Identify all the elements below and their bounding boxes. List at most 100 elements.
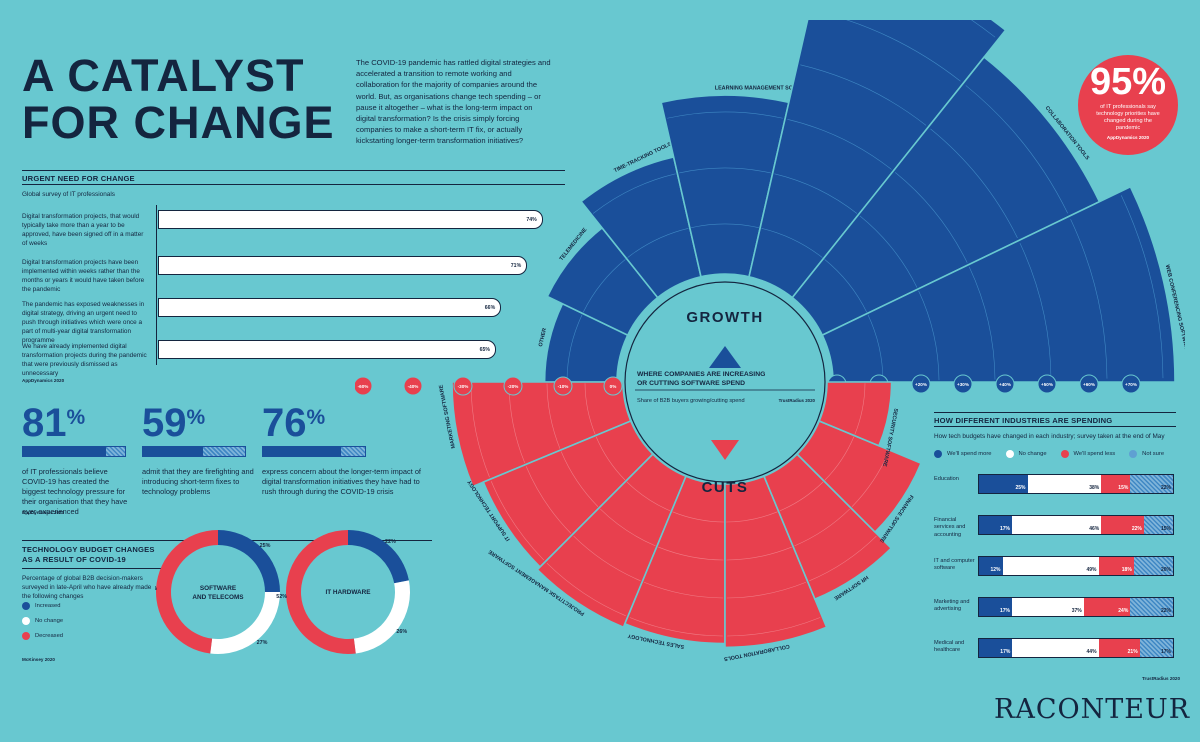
growth-gridline — [566, 314, 583, 381]
segment-not-sure: 22% — [1130, 475, 1173, 493]
title-line-1: A CATALYST — [22, 50, 305, 101]
cuts-tick-bubble — [355, 376, 373, 396]
growth-tick-bubble — [953, 374, 973, 394]
segment-value: 17% — [999, 526, 1010, 532]
urgent-bar-value: 74% — [526, 217, 537, 223]
segment-no-change: 46% — [1011, 516, 1102, 534]
growth-gridline — [859, 215, 918, 288]
legend-label: Not sure — [1142, 451, 1165, 457]
legend-dot-blue — [934, 450, 942, 458]
growth-gridline — [1120, 195, 1164, 379]
segment-value: 22% — [1160, 485, 1171, 491]
cuts-gridline — [658, 546, 724, 561]
donut-slice-software-telecoms — [210, 592, 280, 654]
segment-value: 18% — [1121, 567, 1132, 573]
industry-label: IT and computer software — [934, 558, 975, 572]
cuts-gridline — [851, 451, 890, 507]
stat-bar-fill — [23, 447, 106, 456]
cuts-tick-bubble — [403, 376, 423, 396]
segment-value: 17% — [1160, 649, 1171, 655]
segment-not-sure: 17% — [1139, 639, 1173, 657]
segment-spend-more: 17% — [979, 516, 1012, 534]
segment-value: 20% — [1160, 567, 1171, 573]
stat-value: 81% — [22, 398, 134, 443]
segment-spend-less: 21% — [1098, 639, 1140, 657]
budget-heading-line-2: AS A RESULT OF COVID-19 — [22, 555, 126, 564]
industries-rule-2 — [934, 426, 1176, 427]
growth-category-label: OTHER — [538, 328, 548, 348]
segment-not-sure: 20% — [1133, 557, 1173, 575]
growth-gridline — [679, 167, 771, 174]
urgent-bar: 65% — [158, 340, 496, 359]
cuts-gridline — [560, 451, 599, 507]
stat-bar-fill — [263, 447, 341, 456]
growth-tick-bubble — [995, 374, 1015, 394]
cuts-gridline — [626, 481, 671, 512]
growth-gridline — [1019, 242, 1052, 380]
segment-value: 22% — [1131, 526, 1142, 532]
industry-label: Medical and healthcare — [934, 640, 965, 654]
urgent-bar-value: 65% — [479, 347, 490, 353]
legend-dot-white — [22, 617, 30, 625]
budget-heading: TECHNOLOGY BUDGET CHANGES AS A RESULT OF… — [22, 545, 155, 565]
urgent-subheading: Global survey of IT professionals — [22, 191, 115, 198]
donut-slice-label: 27% — [257, 640, 268, 646]
segment-spend-more: 25% — [979, 475, 1028, 493]
growth-gridline — [824, 259, 868, 313]
legend-label: Decreased — [35, 633, 64, 639]
segment-no-change: 49% — [1002, 557, 1099, 575]
growth-tick-label: +20% — [915, 382, 927, 387]
legend-not-sure: Not sure — [1129, 450, 1164, 458]
stat-text: of IT professionals believe COVID-19 has… — [22, 467, 128, 516]
donut-slice-label: 48% — [155, 586, 157, 592]
segment-value: 17% — [1000, 649, 1011, 655]
budget-legend: Increased No change Decreased — [22, 602, 63, 640]
cuts-gridline — [595, 436, 626, 481]
donut-slice-software-telecoms — [155, 530, 218, 654]
segment-spend-more: 17% — [979, 598, 1012, 616]
cuts-tick-bubble — [503, 376, 523, 396]
cuts-gridline — [854, 383, 866, 435]
growth-gridline — [627, 227, 689, 258]
growth-title: GROWTH — [686, 309, 763, 326]
segment-spend-more: 12% — [979, 557, 1003, 575]
industries-legend: We'll spend more No change We'll spend l… — [934, 450, 1164, 458]
stat-block: 59% admit that they are firefighting and … — [142, 398, 254, 497]
urgent-rule-2 — [22, 184, 565, 185]
segment-value: 24% — [1118, 608, 1129, 614]
cuts-gridline — [779, 481, 824, 512]
growth-tick-bubble — [911, 374, 931, 394]
raconteur-logo: RACONTEUR — [994, 694, 1191, 725]
urgent-source: AppDynamics 2020 — [22, 378, 65, 383]
urgent-bar: 71% — [158, 256, 528, 275]
cuts-wedge — [451, 381, 632, 488]
cuts-tick-label: -40% — [408, 384, 419, 389]
cuts-gridline — [490, 481, 545, 561]
segment-value: 22% — [1160, 608, 1171, 614]
budget-heading-line-1: TECHNOLOGY BUDGET CHANGES — [22, 545, 155, 554]
legend-label: Increased — [35, 603, 61, 609]
cuts-gridline — [525, 466, 572, 534]
growth-category-label: LEARNING MANAGEMENT SOFTWARE — [715, 85, 816, 91]
industry-bar: 17% 44% 21% 17% — [978, 638, 1174, 658]
segment-spend-less: 15% — [1101, 475, 1131, 493]
stat-block: 81% of IT professionals believe COVID-19 … — [22, 398, 134, 517]
title-line-2: FOR CHANGE — [22, 97, 335, 148]
cuts-gridline — [794, 508, 850, 547]
donut-title: IT HARDWARE — [325, 589, 371, 596]
growth-tick-label: +50% — [1041, 382, 1053, 387]
urgent-bar-value: 71% — [510, 263, 522, 269]
legend-dot-blue — [22, 602, 30, 610]
donut-slice-label: 52% — [276, 594, 287, 600]
down-arrow-icon — [711, 440, 739, 460]
donut-title-line: AND TELECOMS — [192, 594, 244, 601]
legend-label: No change — [35, 618, 64, 624]
segment-value: 15% — [1160, 526, 1171, 532]
cuts-gridline — [726, 581, 807, 599]
growth-gridline — [1070, 219, 1108, 379]
urgent-axis-line — [156, 205, 157, 365]
growth-tick-label: +70% — [1125, 382, 1137, 387]
urgent-bar-value: 66% — [484, 305, 496, 311]
segment-not-sure: 15% — [1143, 516, 1173, 534]
